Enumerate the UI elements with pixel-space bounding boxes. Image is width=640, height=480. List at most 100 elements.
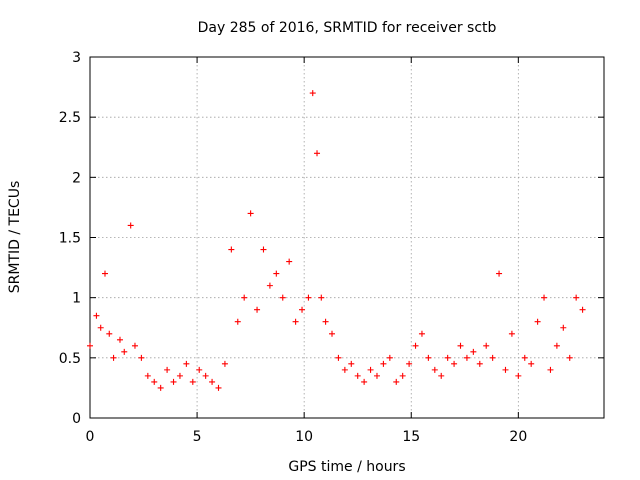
data-point — [457, 342, 464, 349]
x-tick-label: 20 — [509, 429, 527, 445]
data-point — [247, 210, 254, 217]
x-tick-label: 0 — [86, 429, 95, 445]
data-point — [144, 372, 151, 379]
data-point — [560, 324, 567, 331]
data-point — [322, 318, 329, 325]
data-point — [329, 330, 336, 337]
data-point — [508, 330, 515, 337]
chart-title: Day 285 of 2016, SRMTID for receiver sct… — [198, 20, 497, 36]
data-point — [309, 90, 316, 97]
data-point — [386, 354, 393, 361]
data-point — [348, 360, 355, 367]
data-point — [97, 324, 104, 331]
data-point — [209, 378, 216, 385]
data-point — [164, 366, 171, 373]
y-tick-label: 0 — [72, 411, 81, 427]
data-point — [215, 384, 222, 391]
data-point — [292, 318, 299, 325]
y-tick-label: 1 — [72, 291, 81, 307]
data-point — [299, 306, 306, 313]
data-point — [202, 372, 209, 379]
data-point — [553, 342, 560, 349]
data-point — [110, 354, 117, 361]
data-point — [566, 354, 573, 361]
grid — [90, 57, 604, 418]
data-point — [157, 384, 164, 391]
data-point — [425, 354, 432, 361]
data-point — [361, 378, 368, 385]
data-point — [273, 270, 280, 277]
ticks: 0 0.5 1 1.5 2 2.5 3 0 5 10 15 20 — [59, 50, 604, 445]
data-point — [121, 348, 128, 355]
data-point — [131, 342, 138, 349]
data-point — [138, 354, 145, 361]
data-point — [101, 270, 108, 277]
data-point — [305, 294, 312, 301]
data-point — [183, 360, 190, 367]
data-point — [470, 348, 477, 355]
data-point — [547, 366, 554, 373]
data-point — [515, 372, 522, 379]
data-point — [502, 366, 509, 373]
data-point — [579, 306, 586, 313]
data-point — [418, 330, 425, 337]
data-point — [279, 294, 286, 301]
x-axis-label: GPS time / hours — [288, 459, 405, 475]
data-point — [534, 318, 541, 325]
data-point — [170, 378, 177, 385]
x-tick-label: 10 — [295, 429, 313, 445]
data-point — [354, 372, 361, 379]
data-point — [314, 150, 321, 157]
data-point — [87, 342, 93, 349]
data-point — [367, 366, 374, 373]
data-point — [196, 366, 203, 373]
data-point — [221, 360, 228, 367]
data-point — [431, 366, 438, 373]
data-point — [127, 222, 134, 229]
data-point — [399, 372, 406, 379]
y-tick-label: 2.5 — [59, 110, 81, 126]
data-point — [528, 360, 535, 367]
data-point — [241, 294, 248, 301]
data-point — [373, 372, 380, 379]
data-point — [541, 294, 548, 301]
data-point — [116, 336, 123, 343]
x-tick-label: 15 — [402, 429, 420, 445]
data-point — [286, 258, 293, 265]
data-point — [335, 354, 342, 361]
data-point — [234, 318, 241, 325]
data-point — [380, 360, 387, 367]
x-tick-label: 5 — [193, 429, 202, 445]
data-point — [106, 330, 113, 337]
y-tick-label: 3 — [72, 50, 81, 66]
data-point — [254, 306, 261, 313]
data-point — [266, 282, 273, 289]
data-point — [496, 270, 503, 277]
data-point — [521, 354, 528, 361]
y-axis-label: SRMTID / TECUs — [7, 181, 23, 294]
data-point — [451, 360, 458, 367]
data-point — [444, 354, 451, 361]
data-point — [463, 354, 470, 361]
data-point — [476, 360, 483, 367]
data-series — [87, 90, 586, 391]
data-point — [260, 246, 267, 253]
data-point — [341, 366, 348, 373]
data-point — [151, 378, 158, 385]
data-point — [438, 372, 445, 379]
data-point — [483, 342, 490, 349]
y-tick-label: 1.5 — [59, 231, 81, 247]
y-tick-label: 2 — [72, 170, 81, 186]
data-point — [393, 378, 400, 385]
data-point — [93, 312, 100, 319]
data-point — [412, 342, 419, 349]
data-point — [189, 378, 196, 385]
data-point — [406, 360, 413, 367]
data-point — [228, 246, 235, 253]
data-point — [176, 372, 183, 379]
data-point — [573, 294, 580, 301]
y-tick-label: 0.5 — [59, 351, 81, 367]
data-point — [489, 354, 496, 361]
data-point — [318, 294, 325, 301]
